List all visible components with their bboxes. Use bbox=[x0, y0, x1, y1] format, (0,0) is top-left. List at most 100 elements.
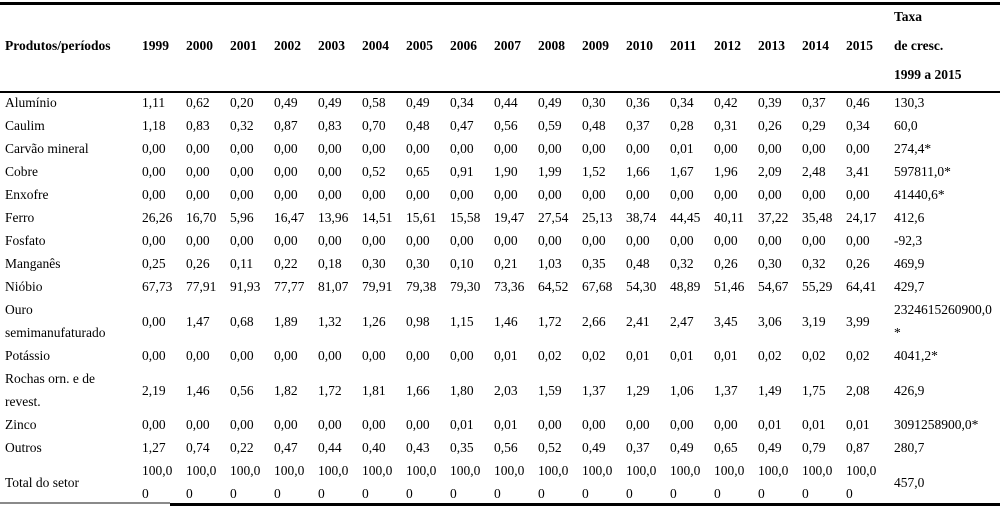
year-value-cell: 1,52 bbox=[582, 164, 606, 179]
year-value-cell: 19,47 bbox=[494, 210, 525, 225]
year-value-cell: 0,47 bbox=[450, 118, 474, 133]
year-value-cell: 81,07 bbox=[318, 279, 349, 294]
year-value-cell: 79,38 bbox=[406, 279, 437, 294]
year-value-cell: 1,06 bbox=[670, 382, 694, 398]
table-row: Outros 1,27 0,74 0,22 0,47 0,44 0,40 0,43 0,35 0,… bbox=[0, 436, 1000, 459]
year-value-cell: 0,00 bbox=[714, 233, 738, 248]
products-column-header: Produtos/períodos bbox=[5, 38, 111, 53]
year-value-cell: 0,46 bbox=[846, 95, 870, 110]
year-value-cell: 0,00 bbox=[538, 417, 562, 432]
year-value-cell: 0,00 bbox=[846, 141, 870, 156]
year-value-cell: 54,67 bbox=[758, 279, 789, 294]
year-value-cell: 0,00 bbox=[538, 141, 562, 156]
year-value-cell: 0,02 bbox=[758, 348, 782, 363]
year-value-cell: 0,10 bbox=[450, 256, 474, 271]
row-label: Cobre bbox=[5, 164, 38, 179]
year-value-cell: 3,19 bbox=[802, 313, 826, 329]
year-value-cell: 0,32 bbox=[670, 256, 694, 271]
year-value-cell: 0,49 bbox=[406, 95, 430, 110]
year-value-cell: 0,00 bbox=[142, 141, 166, 156]
table-row: Carvão mineral 0,00 0,00 0,00 0,00 0,00 0,00 0,… bbox=[0, 137, 1000, 160]
year-value-cell: 100,0 0 bbox=[714, 463, 745, 501]
year-value-cell: 0,83 bbox=[186, 118, 210, 133]
year-value-cell: 0,00 bbox=[582, 187, 606, 202]
year-column-header: 2012 bbox=[714, 38, 741, 53]
table-row: Total do setor 100,0 0 100,0 0 100,0 0 100,0 0 10… bbox=[0, 459, 1000, 505]
year-value-cell: 0,00 bbox=[186, 417, 210, 432]
year-value-cell: 0,65 bbox=[714, 440, 738, 455]
table-row: Caulim 1,18 0,83 0,32 0,87 0,83 0,70 0,48 0,47 0,… bbox=[0, 114, 1000, 137]
year-value-cell: 0,00 bbox=[626, 141, 650, 156]
year-value-cell: 0,02 bbox=[802, 348, 826, 363]
year-value-cell: 0,30 bbox=[758, 256, 782, 271]
year-value-cell: 100,0 0 bbox=[274, 463, 305, 501]
growth-rate-cell: 412,6 bbox=[894, 210, 925, 225]
growth-rate-cell: 457,0 bbox=[894, 474, 925, 490]
year-value-cell: 0,00 bbox=[142, 348, 166, 363]
year-value-cell: 0,00 bbox=[274, 164, 298, 179]
growth-rate-cell: 130,3 bbox=[894, 95, 925, 110]
year-value-cell: 1,15 bbox=[450, 313, 474, 329]
table-row: Cobre 0,00 0,00 0,00 0,00 0,00 0,52 0,65 0,91 1,9… bbox=[0, 160, 1000, 183]
year-value-cell: 0,52 bbox=[362, 164, 386, 179]
year-value-cell: 1,59 bbox=[538, 382, 562, 398]
year-value-cell: 0,01 bbox=[626, 348, 650, 363]
table-row: Ferro 26,26 16,70 5,96 16,47 13,96 14,51 15,61 1… bbox=[0, 206, 1000, 229]
year-value-cell: 0,00 bbox=[318, 348, 342, 363]
growth-rate-cell: 426,9 bbox=[894, 382, 925, 398]
year-value-cell: 0,00 bbox=[186, 141, 210, 156]
year-value-cell: 0,42 bbox=[714, 95, 738, 110]
year-value-cell: 0,02 bbox=[582, 348, 606, 363]
year-value-cell: 0,59 bbox=[538, 118, 562, 133]
year-value-cell: 0,00 bbox=[362, 417, 386, 432]
year-value-cell: 1,32 bbox=[318, 313, 342, 329]
year-value-cell: 0,20 bbox=[230, 95, 254, 110]
year-value-cell: 0,98 bbox=[406, 313, 430, 329]
year-value-cell: 100,0 0 bbox=[802, 463, 833, 501]
year-column-header: 2004 bbox=[362, 38, 389, 53]
year-value-cell: 0,52 bbox=[538, 440, 562, 455]
year-value-cell: 55,29 bbox=[802, 279, 833, 294]
year-value-cell: 1,80 bbox=[450, 382, 474, 398]
year-value-cell: 64,52 bbox=[538, 279, 569, 294]
year-value-cell: 0,11 bbox=[230, 256, 254, 271]
year-value-cell: 0,00 bbox=[186, 187, 210, 202]
year-value-cell: 0,37 bbox=[802, 95, 826, 110]
year-value-cell: 48,89 bbox=[670, 279, 701, 294]
year-value-cell: 0,00 bbox=[142, 187, 166, 202]
year-value-cell: 1,18 bbox=[142, 118, 166, 133]
year-value-cell: 0,00 bbox=[802, 141, 826, 156]
row-label: Caulim bbox=[5, 118, 45, 133]
year-value-cell: 26,26 bbox=[142, 210, 173, 225]
year-value-cell: 0,32 bbox=[230, 118, 254, 133]
year-column-header: 1999 bbox=[142, 38, 169, 53]
table-row: Zinco 0,00 0,00 0,00 0,00 0,00 0,00 0,00 0,01 0,0… bbox=[0, 413, 1000, 436]
year-column-header: 2000 bbox=[186, 38, 213, 53]
row-label: Zinco bbox=[5, 417, 37, 432]
year-value-cell: 100,0 0 bbox=[846, 463, 877, 501]
year-value-cell: 1,46 bbox=[494, 313, 518, 329]
year-value-cell: 2,66 bbox=[582, 313, 606, 329]
year-value-cell: 1,03 bbox=[538, 256, 562, 271]
year-value-cell: 0,48 bbox=[406, 118, 430, 133]
year-value-cell: 1,82 bbox=[274, 382, 298, 398]
year-value-cell: 64,41 bbox=[846, 279, 877, 294]
year-value-cell: 3,45 bbox=[714, 313, 738, 329]
year-value-cell: 0,56 bbox=[494, 118, 518, 133]
year-value-cell: 0,01 bbox=[494, 348, 518, 363]
year-value-cell: 0,00 bbox=[406, 187, 430, 202]
year-value-cell: 0,25 bbox=[142, 256, 166, 271]
growth-rate-cell: 274,4* bbox=[894, 141, 932, 156]
year-value-cell: 0,28 bbox=[670, 118, 694, 133]
year-value-cell: 1,67 bbox=[670, 164, 694, 179]
year-value-cell: 0,70 bbox=[362, 118, 386, 133]
year-value-cell: 2,03 bbox=[494, 382, 518, 398]
year-value-cell: 0,49 bbox=[758, 440, 782, 455]
year-value-cell: 0,00 bbox=[450, 141, 474, 156]
year-value-cell: 0,30 bbox=[362, 256, 386, 271]
year-value-cell: 0,74 bbox=[186, 440, 210, 455]
year-value-cell: 100,0 0 bbox=[450, 463, 481, 501]
year-value-cell: 0,00 bbox=[406, 417, 430, 432]
row-label: Total do setor bbox=[5, 474, 80, 490]
